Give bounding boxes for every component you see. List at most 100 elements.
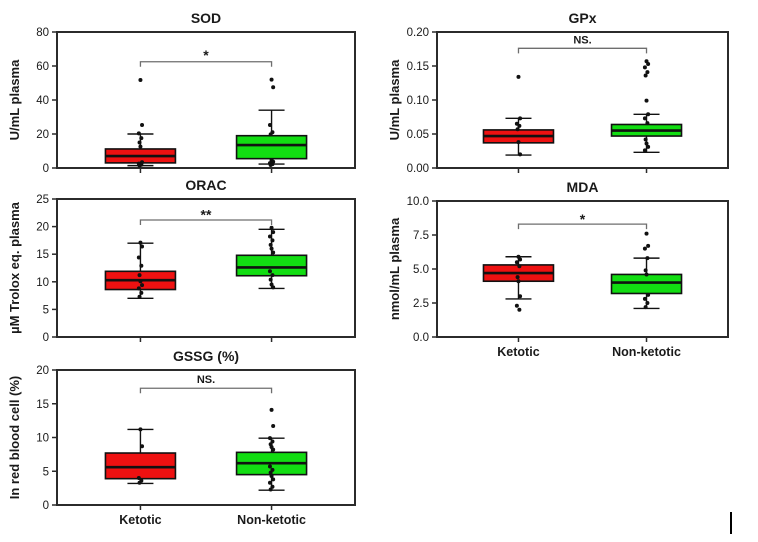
data-point — [138, 427, 143, 432]
data-point — [139, 136, 144, 141]
data-point — [644, 272, 649, 277]
y-tick-label: 5 — [43, 304, 49, 316]
data-point — [518, 294, 523, 299]
y-axis-label: U/mL plasma — [7, 59, 22, 140]
data-point — [645, 70, 650, 75]
data-point — [267, 122, 272, 127]
data-point — [140, 122, 145, 127]
data-point — [269, 407, 274, 412]
data-point — [645, 256, 650, 261]
y-axis-ticks: 0 5 10 15 20 25 — [36, 194, 57, 344]
data-point — [138, 279, 143, 284]
data-point — [516, 279, 521, 284]
data-points — [267, 225, 276, 290]
data-points — [136, 240, 145, 299]
iqr-box — [610, 273, 683, 295]
panel-orac: ORAC µM Trolox eq. plasma 0 5 10 15 20 25 ** — [7, 177, 356, 344]
data-point — [137, 163, 142, 168]
data-points — [267, 77, 276, 167]
data-point — [642, 65, 647, 70]
data-point — [136, 476, 141, 480]
data-point — [267, 234, 272, 239]
data-point — [271, 285, 276, 290]
data-point — [269, 77, 274, 82]
data-point — [271, 447, 276, 452]
data-point — [138, 144, 143, 149]
x-category-label: Ketotic — [119, 513, 161, 527]
data-points — [267, 407, 276, 492]
data-point — [136, 131, 141, 136]
data-point — [267, 480, 272, 485]
significance-marker: NS. — [517, 35, 648, 54]
data-point — [643, 305, 648, 310]
data-point — [270, 238, 275, 243]
y-tick-label: 0 — [43, 163, 49, 175]
significance-label: * — [203, 47, 209, 63]
y-axis-label: µM Trolox eq. plasma — [7, 201, 22, 334]
data-point — [271, 424, 276, 429]
y-axis-label: In red blood cell (%) — [7, 376, 22, 500]
box-non-ketotic — [610, 231, 683, 310]
y-tick-label: 0.05 — [407, 129, 429, 141]
box-non-ketotic — [235, 77, 308, 167]
data-point — [646, 243, 651, 248]
data-point — [140, 244, 145, 249]
y-tick-label: 10.0 — [407, 196, 429, 208]
data-point — [643, 137, 648, 142]
data-point — [138, 240, 143, 245]
data-point — [517, 264, 522, 269]
data-point — [646, 112, 651, 117]
data-point — [137, 480, 142, 485]
data-point — [268, 277, 273, 282]
significance-bracket — [517, 223, 648, 230]
data-points — [642, 59, 651, 153]
text-cursor-artifact — [730, 512, 732, 534]
y-tick-label: 15 — [36, 399, 49, 411]
data-point — [140, 283, 145, 288]
data-point — [515, 127, 520, 132]
y-axis-label: nmol/mL plasma — [387, 217, 402, 320]
data-point — [646, 292, 651, 297]
data-point — [269, 225, 274, 230]
panel-title: SOD — [191, 10, 221, 26]
y-axis-ticks: 0.00 0.05 0.10 0.15 0.20 — [407, 27, 437, 175]
data-point — [271, 250, 276, 255]
panel-title: ORAC — [185, 177, 226, 193]
data-point — [517, 307, 522, 312]
y-tick-label: 80 — [36, 27, 49, 39]
data-point — [514, 260, 519, 265]
panel-title: MDA — [567, 179, 599, 195]
box-ketotic — [104, 240, 177, 300]
panel-gpx: GPx U/mL plasma 0.00 0.05 0.10 0.15 0.20 NS. — [387, 10, 729, 175]
panel-title: GPx — [568, 10, 596, 26]
data-point — [518, 116, 523, 121]
data-points — [514, 254, 523, 312]
data-point — [518, 152, 523, 157]
y-tick-label: 60 — [36, 61, 49, 73]
y-tick-label: 0.10 — [407, 95, 429, 107]
y-tick-label: 0.00 — [407, 163, 429, 175]
significance-bracket — [517, 47, 648, 54]
data-point — [268, 242, 273, 247]
y-tick-label: 0 — [43, 500, 49, 512]
significance-bracket — [139, 219, 273, 225]
data-point — [644, 98, 649, 103]
data-point — [645, 121, 650, 126]
data-point — [515, 275, 520, 280]
x-axis-ticks — [139, 337, 273, 342]
data-point — [270, 273, 275, 278]
data-point — [136, 255, 141, 260]
data-point — [268, 132, 273, 137]
data-point — [267, 269, 272, 274]
data-point — [268, 487, 273, 492]
iqr-box — [104, 452, 177, 480]
y-tick-label: 2.5 — [413, 298, 429, 310]
data-point — [644, 231, 649, 236]
y-axis-ticks: 0.0 2.5 5.0 7.5 10.0 — [407, 196, 437, 344]
data-point — [517, 123, 522, 128]
data-point — [518, 257, 523, 262]
data-point — [268, 470, 273, 475]
box-ketotic — [482, 254, 555, 312]
significance-bracket — [139, 61, 273, 67]
